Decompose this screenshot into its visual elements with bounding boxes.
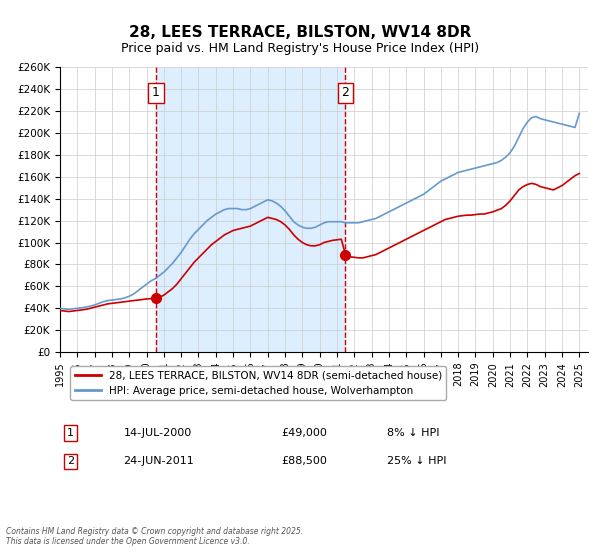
- Text: 25% ↓ HPI: 25% ↓ HPI: [388, 456, 447, 466]
- Text: Contains HM Land Registry data © Crown copyright and database right 2025.
This d: Contains HM Land Registry data © Crown c…: [6, 526, 303, 546]
- Text: 2: 2: [67, 456, 74, 466]
- Text: 2: 2: [341, 86, 349, 99]
- Text: £49,000: £49,000: [282, 428, 328, 438]
- Bar: [156, 67, 345, 352]
- Text: 14-JUL-2000: 14-JUL-2000: [124, 428, 191, 438]
- Text: 1: 1: [67, 428, 74, 438]
- Text: 24-JUN-2011: 24-JUN-2011: [124, 456, 194, 466]
- Text: Price paid vs. HM Land Registry's House Price Index (HPI): Price paid vs. HM Land Registry's House …: [121, 42, 479, 55]
- Text: 28, LEES TERRACE, BILSTON, WV14 8DR: 28, LEES TERRACE, BILSTON, WV14 8DR: [129, 25, 471, 40]
- Legend: 28, LEES TERRACE, BILSTON, WV14 8DR (semi-detached house), HPI: Average price, s: 28, LEES TERRACE, BILSTON, WV14 8DR (sem…: [70, 366, 446, 400]
- Text: 8% ↓ HPI: 8% ↓ HPI: [388, 428, 440, 438]
- Text: 1: 1: [152, 86, 160, 99]
- Text: £88,500: £88,500: [282, 456, 328, 466]
